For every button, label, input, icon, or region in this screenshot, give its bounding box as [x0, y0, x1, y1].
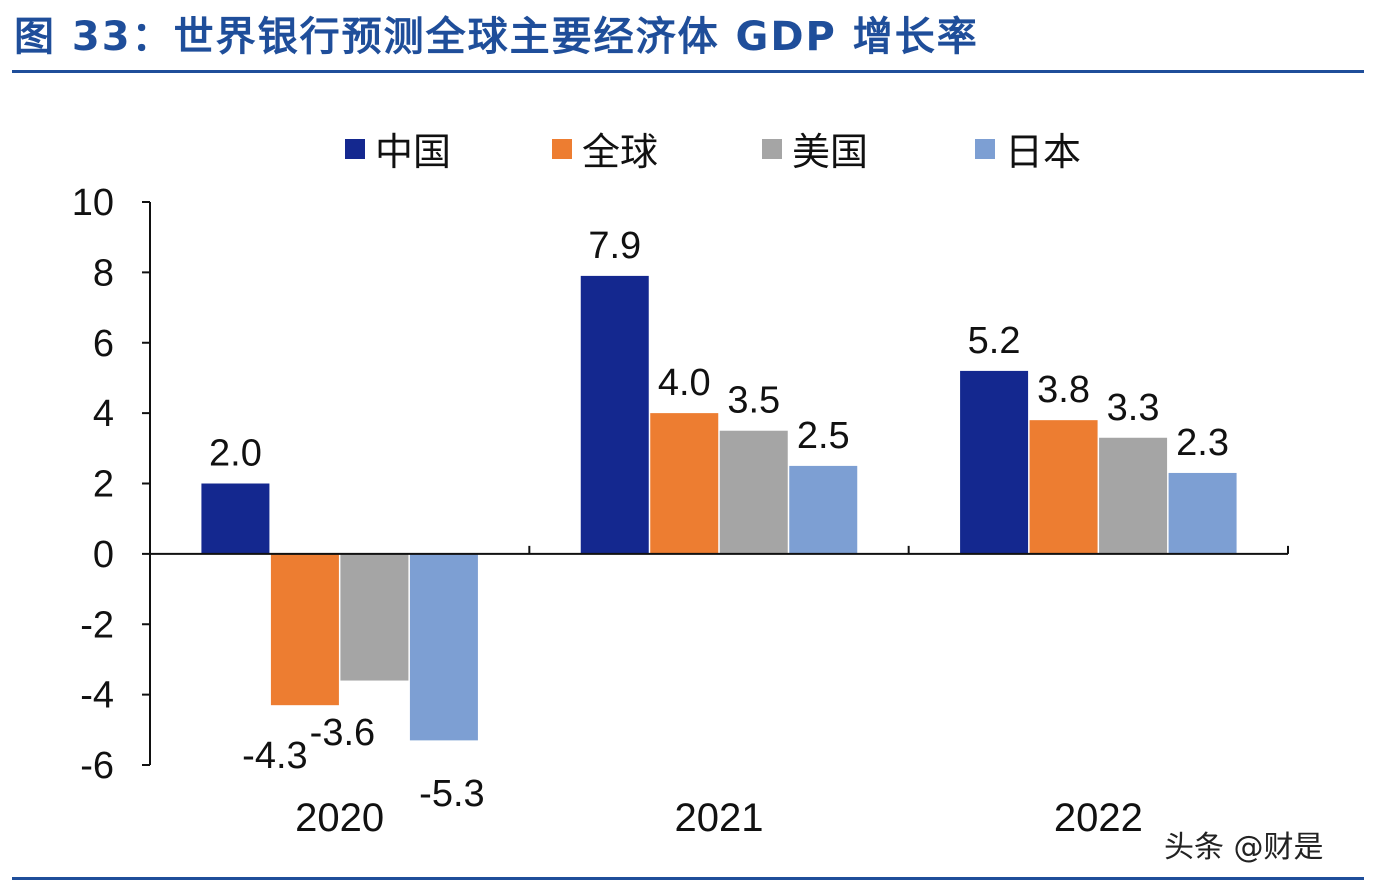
y-tick-label: -4 — [80, 675, 114, 717]
y-tick-label: 0 — [93, 534, 114, 576]
bar-2022-2 — [1029, 420, 1098, 554]
legend-label-1: 中国 — [375, 132, 451, 174]
data-label-2022-4: 2.3 — [1176, 422, 1229, 464]
data-label-2020-3: -3.6 — [310, 712, 375, 754]
bar-2022-4 — [1168, 472, 1237, 554]
bar-2020-1 — [201, 483, 270, 554]
y-tick-label: 10 — [72, 182, 114, 224]
data-label-2022-1: 5.2 — [968, 320, 1021, 362]
data-labels: 2.0 -4.3-3.6 -5.3 7.9 4.0 3.5 2.5 5.2 3.8 3.3 2.3 — [209, 225, 1229, 815]
data-label-2020-4: -5.3 — [419, 773, 484, 815]
bar-2021-2 — [650, 413, 719, 554]
legend-swatch-1 — [345, 139, 365, 159]
bars — [201, 275, 1237, 741]
bar-2021-3 — [719, 430, 788, 554]
data-label-2021-1: 7.9 — [588, 225, 641, 267]
bar-2020-2 — [270, 553, 339, 706]
watermark-text: 头条 @财是 — [1164, 830, 1324, 865]
data-label-2020-2: -4.3 — [242, 735, 307, 777]
y-tick-label: -2 — [80, 604, 114, 646]
x-category-label: 2021 — [675, 796, 764, 840]
x-category-label: 2022 — [1054, 796, 1143, 840]
bottom-divider — [12, 877, 1364, 880]
y-tick-label: 8 — [93, 252, 114, 294]
data-label-2022-2: 3.8 — [1037, 369, 1090, 411]
x-category-label: 2020 — [295, 796, 384, 840]
legend: 中国 全球 美国 日本 — [345, 132, 1081, 174]
data-label-2020-1: 2.0 — [209, 433, 262, 475]
bar-2022-1 — [960, 370, 1029, 554]
legend-label-2: 全球 — [582, 132, 658, 174]
legend-swatch-3 — [762, 139, 782, 159]
y-tick-label: 2 — [93, 464, 114, 506]
legend-swatch-2 — [552, 139, 572, 159]
bar-2020-3 — [340, 553, 409, 681]
bar-2022-3 — [1099, 437, 1168, 554]
data-label-2021-2: 4.0 — [658, 362, 711, 404]
bar-2021-1 — [580, 275, 649, 554]
x-axis: 2020 2021 2022 — [150, 545, 1289, 840]
y-tick-label: 6 — [93, 323, 114, 365]
y-tick-label: 4 — [93, 393, 114, 435]
data-label-2022-3: 3.3 — [1107, 387, 1160, 429]
bar-2020-4 — [409, 553, 478, 741]
data-label-2021-3: 3.5 — [727, 380, 780, 422]
bar-2021-4 — [789, 465, 858, 554]
page-title: 图 33：世界银行预测全球主要经济体 GDP 增长率 — [14, 14, 979, 60]
legend-label-3: 美国 — [792, 132, 868, 174]
legend-swatch-4 — [975, 139, 995, 159]
legend-label-4: 日本 — [1005, 132, 1081, 174]
title-divider — [12, 70, 1364, 73]
y-tick-label: -6 — [80, 745, 114, 787]
data-label-2021-4: 2.5 — [797, 415, 850, 457]
y-axis: 10 8 6 4 2 0 -2 -4 -6 — [72, 182, 151, 787]
